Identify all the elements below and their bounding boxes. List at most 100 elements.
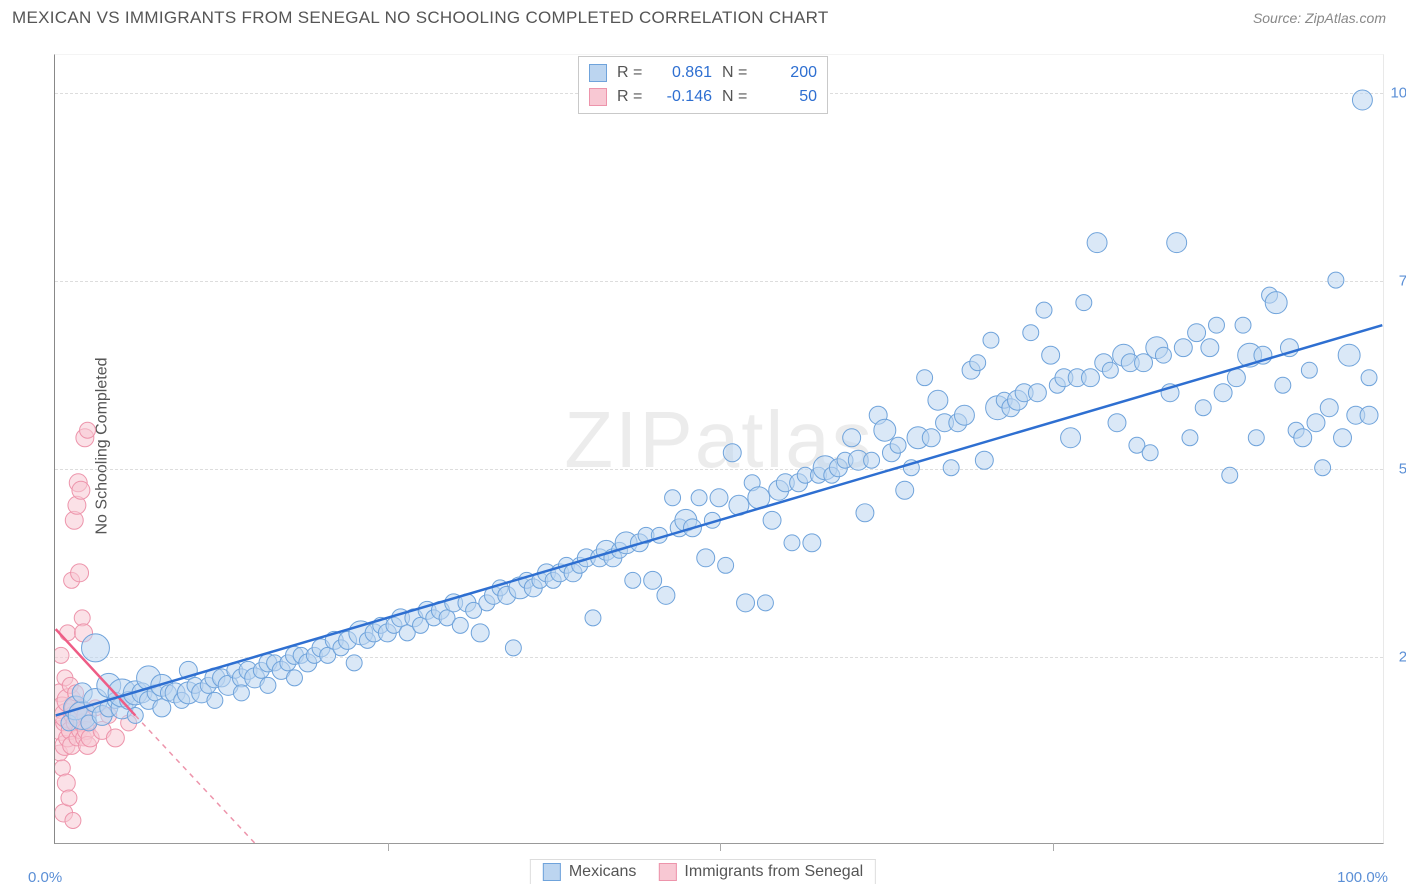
data-point [718, 557, 734, 573]
data-point [1102, 362, 1118, 378]
data-point [55, 760, 70, 776]
data-point [1320, 399, 1338, 417]
data-point [665, 490, 681, 506]
data-point [1028, 384, 1046, 402]
data-point [1235, 317, 1251, 333]
data-point [1108, 414, 1126, 432]
data-point [856, 504, 874, 522]
data-point [286, 670, 302, 686]
legend-item-1: Mexicans [543, 863, 637, 881]
chart-title: MEXICAN VS IMMIGRANTS FROM SENEGAL NO SC… [12, 8, 829, 28]
data-point [1275, 377, 1291, 393]
data-point [1360, 406, 1378, 424]
regression-line [135, 715, 254, 843]
data-point [864, 452, 880, 468]
data-point [1036, 302, 1052, 318]
legend-swatch-blue [543, 863, 561, 881]
data-point [1338, 344, 1360, 366]
data-point [1188, 324, 1206, 342]
data-point [954, 405, 974, 425]
data-point [106, 729, 124, 747]
data-point [975, 451, 993, 469]
data-point [71, 564, 89, 582]
data-point [346, 655, 362, 671]
data-point [657, 586, 675, 604]
data-point [505, 640, 521, 656]
data-point [65, 813, 81, 829]
chart-plot-area: ZIPatlas 2.5%5.0%7.5%10.0% [54, 54, 1384, 844]
data-point [1201, 339, 1219, 357]
data-point [983, 332, 999, 348]
data-point [74, 610, 90, 626]
data-point [260, 677, 276, 693]
data-point [1222, 467, 1238, 483]
data-point [710, 489, 728, 507]
data-point [1195, 400, 1211, 416]
legend-swatch-pink [658, 863, 676, 881]
data-point [784, 535, 800, 551]
data-point [1155, 347, 1171, 363]
data-point [943, 460, 959, 476]
data-point [737, 594, 755, 612]
data-point [1301, 362, 1317, 378]
data-point [1361, 370, 1377, 386]
data-point [80, 422, 96, 438]
data-point [1023, 325, 1039, 341]
data-point [723, 444, 741, 462]
legend: Mexicans Immigrants from Senegal [530, 859, 876, 884]
data-point [757, 595, 773, 611]
legend-label-2: Immigrants from Senegal [684, 863, 863, 881]
source-attribution: Source: ZipAtlas.com [1253, 10, 1386, 26]
data-point [763, 511, 781, 529]
x-axis-max-label: 100.0% [1337, 869, 1388, 886]
data-point [1214, 384, 1232, 402]
data-point [72, 481, 90, 499]
data-point [1328, 272, 1344, 288]
data-point [896, 481, 914, 499]
data-point [1087, 233, 1107, 253]
data-point [803, 534, 821, 552]
data-point [1315, 460, 1331, 476]
scatter-plot-svg [55, 55, 1383, 843]
data-point [697, 549, 715, 567]
data-point [452, 617, 468, 633]
data-point [1227, 369, 1245, 387]
data-point [1081, 369, 1099, 387]
data-point [890, 437, 906, 453]
data-point [922, 429, 940, 447]
data-point [1076, 295, 1092, 311]
data-point [153, 699, 171, 717]
data-point [1182, 430, 1198, 446]
regression-line [56, 325, 1383, 715]
x-axis-min-label: 0.0% [28, 869, 62, 886]
x-tick [1053, 843, 1054, 851]
data-point [928, 390, 948, 410]
data-point [585, 610, 601, 626]
data-point [55, 647, 69, 663]
data-point [233, 685, 249, 701]
data-point [1209, 317, 1225, 333]
data-point [1265, 292, 1287, 314]
data-point [1142, 445, 1158, 461]
data-point [843, 429, 861, 447]
legend-label-1: Mexicans [569, 863, 637, 881]
data-point [1248, 430, 1264, 446]
data-point [625, 572, 641, 588]
y-tick-label: 2.5% [1399, 648, 1406, 665]
x-tick [388, 843, 389, 851]
data-point [1352, 90, 1372, 110]
data-point [60, 625, 76, 641]
data-point [1061, 428, 1081, 448]
data-point [82, 634, 110, 662]
data-point [1294, 429, 1312, 447]
data-point [61, 790, 77, 806]
data-point [691, 490, 707, 506]
legend-item-2: Immigrants from Senegal [658, 863, 863, 881]
data-point [1307, 414, 1325, 432]
data-point [644, 571, 662, 589]
x-tick [720, 843, 721, 851]
data-point [1167, 233, 1187, 253]
data-point [57, 774, 75, 792]
data-point [874, 419, 896, 441]
y-tick-label: 7.5% [1399, 272, 1406, 289]
